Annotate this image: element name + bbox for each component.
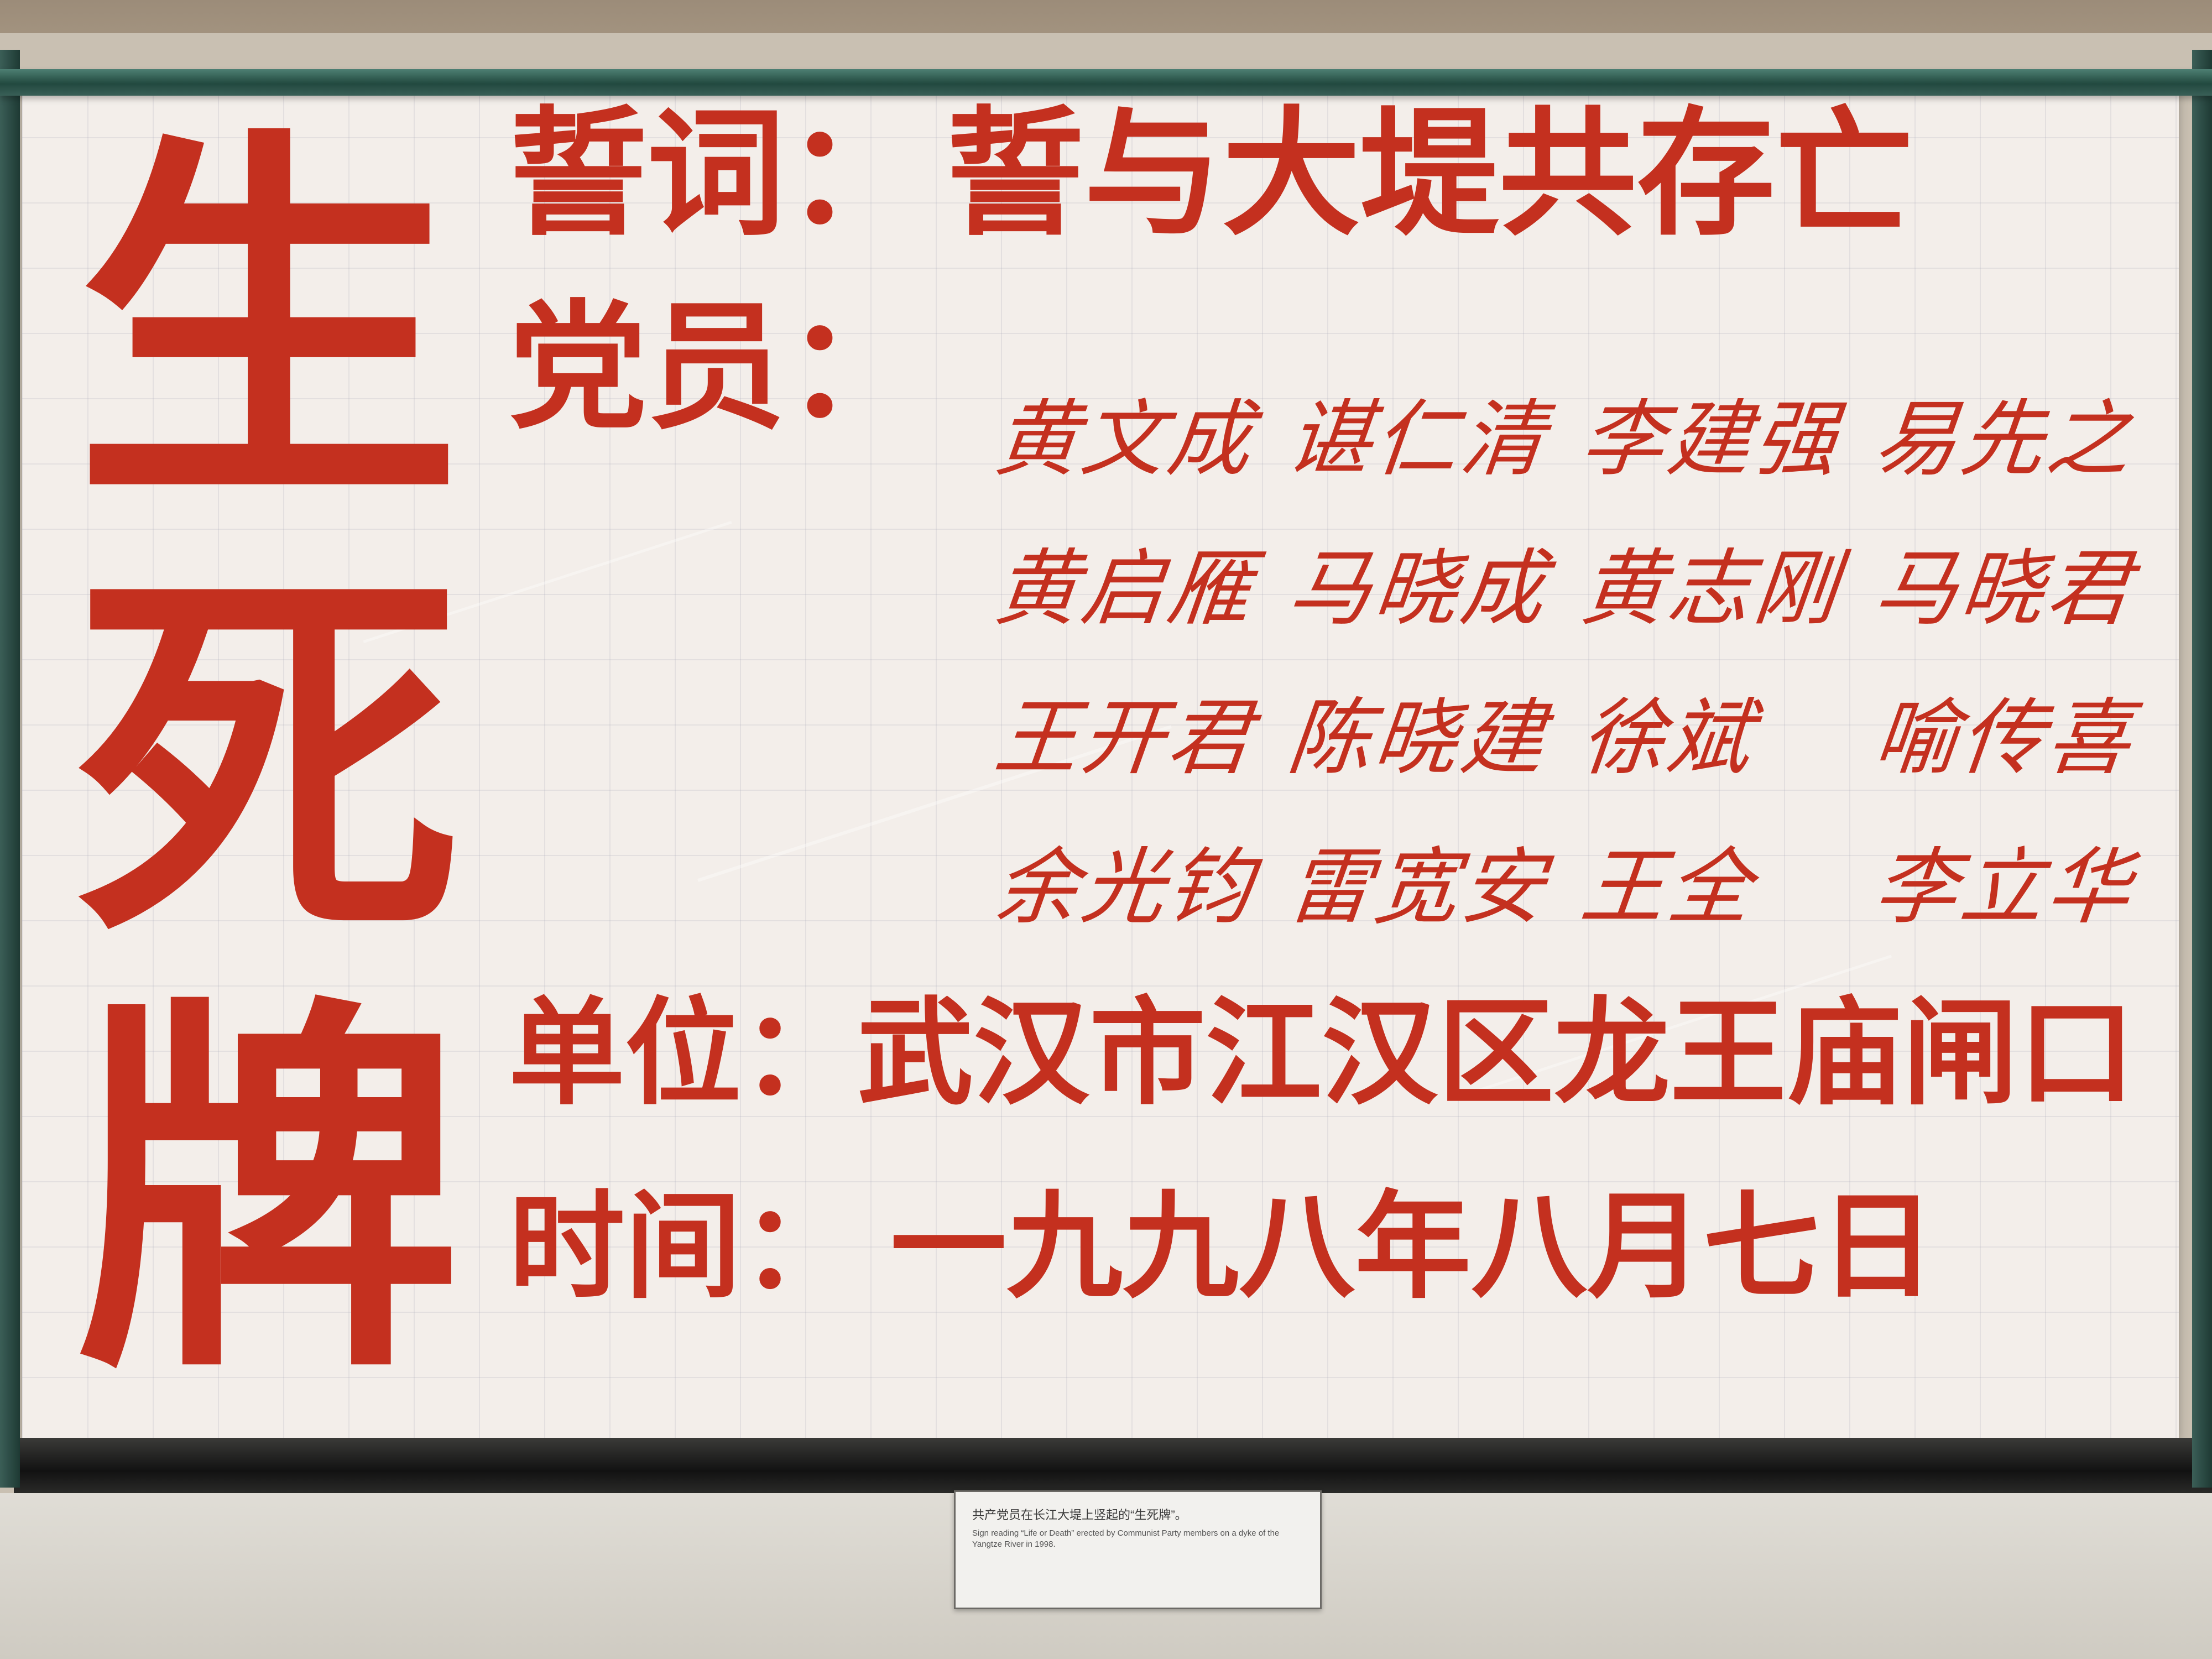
member-name: 王全 (1576, 839, 1760, 936)
date-text: 一九九八年八月七日 (890, 1179, 1936, 1314)
date-row: 时间： 一九九八年八月七日 (509, 1189, 1936, 1305)
member-name: 谌仁清 (1283, 392, 1553, 488)
caption-chinese: 共产党员在长江大堤上竖起的“生死牌”。 (972, 1508, 1187, 1522)
member-name: 黄文成 (990, 392, 1260, 488)
member-name: 陈晓建 (1283, 690, 1553, 786)
member-name: 李立华 (1869, 839, 2139, 936)
member-name: 黄启雁 (990, 541, 1260, 637)
member-name: 喻传喜 (1869, 690, 2139, 786)
date-label: 时间： (509, 1179, 858, 1314)
member-name: 马晓成 (1283, 541, 1553, 637)
oath-text: 誓与大堤共存亡 (946, 93, 1913, 254)
poster-bottom-rail (14, 1438, 2212, 1493)
member-name: 马晓君 (1869, 541, 2139, 637)
member-name: 余光钧 (990, 839, 1260, 936)
member-name: 王开君 (990, 690, 1260, 786)
big-char-pai: 牌 (75, 969, 462, 1420)
big-char-si: 死 (75, 538, 462, 988)
museum-caption-card: 共产党员在长江大堤上竖起的“生死牌”。 Sign reading “Life o… (954, 1490, 1322, 1609)
oath-label: 誓词： (509, 93, 924, 254)
unit-row: 单位：武汉市江汉区龙王庙闸口 (509, 995, 2135, 1112)
member-name: 李建强 (1576, 392, 1846, 488)
oath-row: 誓词： 誓与大堤共存亡 (509, 105, 1913, 243)
display-case-glass-frame (0, 69, 2212, 96)
member-name: 易先之 (1869, 392, 2139, 488)
member-name: 雷宽安 (1283, 839, 1553, 936)
caption-english: Sign reading “Life or Death” erected by … (972, 1528, 1280, 1549)
members-label: 党员： (509, 287, 924, 448)
unit-label: 单位： (509, 985, 858, 1121)
member-name: 黄志刚 (1576, 541, 1846, 637)
life-or-death-sign: 生 死 牌 誓词： 誓与大堤共存亡 党员： 黄文成 谌仁清 李建强 易先之 黄启雁… (22, 83, 2179, 1443)
member-name: 徐斌 (1576, 690, 1760, 786)
display-case-glass-edge-left (0, 50, 20, 1488)
member-names: 黄文成 谌仁清 李建强 易先之 黄启雁 马晓成 黄志刚 马晓君 王开君 陈晓建 … (990, 392, 2146, 936)
big-char-sheng: 生 (75, 101, 462, 551)
unit-text: 武汉市江汉区龙王庙闸口 (857, 985, 2135, 1121)
display-case-glass-edge-right (2192, 50, 2212, 1488)
